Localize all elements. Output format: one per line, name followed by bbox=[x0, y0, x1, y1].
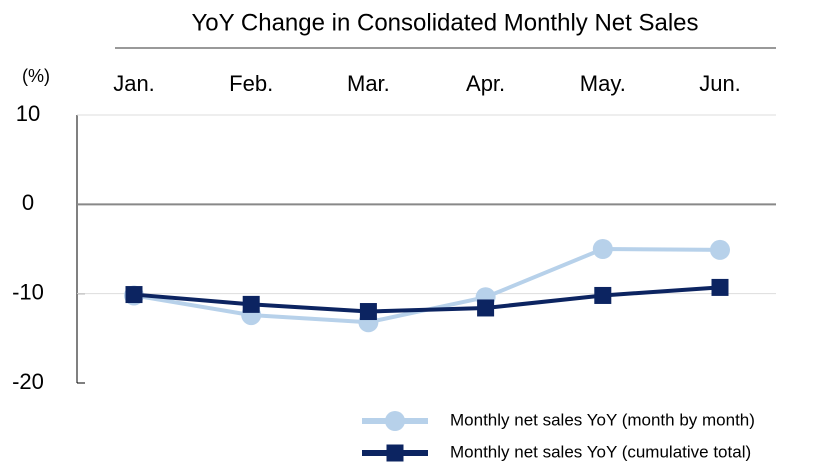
y-unit: (%) bbox=[22, 66, 50, 86]
data-point bbox=[359, 303, 377, 321]
x-tick-label: Apr. bbox=[466, 71, 505, 96]
y-tick-label: 0 bbox=[22, 190, 34, 215]
legend-marker bbox=[385, 411, 405, 431]
data-point bbox=[242, 295, 260, 313]
legend-marker bbox=[386, 444, 404, 462]
chart-title: YoY Change in Consolidated Monthly Net S… bbox=[192, 9, 699, 36]
legend-label: Monthly net sales YoY (cumulative total) bbox=[450, 442, 751, 461]
y-tick-label: 10 bbox=[16, 101, 40, 126]
y-tick-label: -20 bbox=[12, 369, 44, 394]
x-tick-label: Feb. bbox=[229, 71, 273, 96]
x-tick-label: Jan. bbox=[113, 71, 155, 96]
x-tick-label: Mar. bbox=[347, 71, 390, 96]
data-point bbox=[710, 239, 730, 260]
data-point bbox=[592, 239, 613, 259]
data-point bbox=[594, 286, 612, 304]
data-point bbox=[711, 278, 729, 296]
legend-label: Monthly net sales YoY (month by month) bbox=[450, 410, 755, 429]
y-tick-label: -10 bbox=[12, 279, 44, 304]
data-point bbox=[125, 286, 143, 304]
series-line bbox=[133, 285, 721, 314]
data-point bbox=[477, 299, 495, 317]
x-tick-label: Jun. bbox=[699, 71, 741, 96]
x-tick-label: May. bbox=[580, 71, 626, 96]
